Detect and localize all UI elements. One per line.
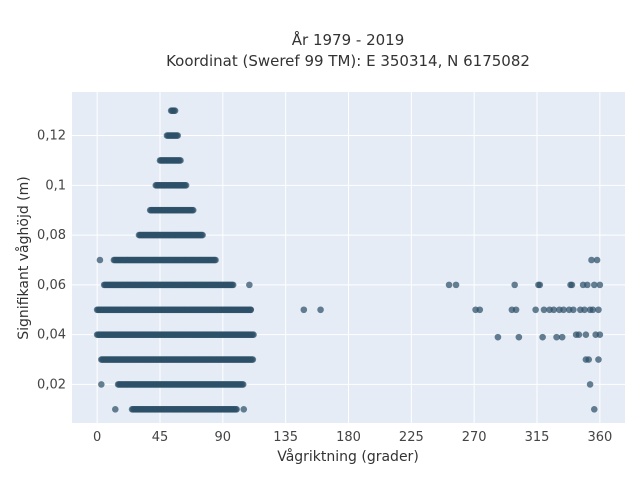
x-tick-label: 225 — [399, 430, 424, 445]
chart-subtitle: Koordinat (Sweref 99 TM): E 350314, N 61… — [166, 52, 530, 70]
data-point — [596, 331, 604, 338]
data-point — [445, 281, 453, 289]
y-axis-label: Signifikant våghöjd (m) — [15, 176, 32, 339]
data-point — [595, 306, 602, 314]
data-point — [539, 333, 546, 341]
x-tick-label: 135 — [273, 430, 298, 445]
y-tick-label: 0,02 — [37, 377, 66, 392]
data-point — [317, 306, 324, 314]
x-axis-label: Vågriktning (grader) — [277, 448, 419, 465]
data-point — [111, 406, 119, 413]
data-point — [558, 333, 566, 341]
data-point — [593, 256, 601, 264]
data-point — [189, 206, 197, 214]
y-axis-ticks: 0,02 0,04 0,06 0,08 0,1 0,12 — [37, 129, 66, 393]
x-tick-label: 90 — [215, 430, 232, 445]
data-point — [229, 281, 237, 289]
chart-title: År 1979 - 2019 — [292, 30, 405, 49]
data-point — [239, 381, 247, 388]
data-point — [240, 406, 248, 413]
data-point — [582, 331, 590, 338]
data-point — [250, 331, 257, 338]
y-tick-label: 0,1 — [45, 178, 66, 193]
x-tick-label: 315 — [525, 430, 550, 445]
x-tick-label: 0 — [93, 430, 101, 445]
data-point — [590, 406, 598, 413]
data-point — [560, 306, 567, 314]
x-tick-label: 45 — [152, 430, 169, 445]
data-point — [171, 107, 179, 114]
data-point — [96, 256, 104, 264]
data-point — [452, 281, 460, 289]
data-point — [536, 281, 544, 289]
x-tick-label: 180 — [336, 430, 361, 445]
data-point — [586, 381, 594, 388]
data-point — [575, 331, 583, 338]
data-point — [581, 306, 588, 314]
data-point — [300, 306, 308, 314]
data-point — [174, 132, 182, 139]
x-axis-ticks: 0 45 90 135 180 225 270 315 360 — [93, 430, 612, 445]
data-point — [212, 256, 219, 264]
data-point — [596, 281, 604, 289]
data-point — [199, 231, 206, 239]
data-point — [476, 306, 484, 314]
x-tick-label: 270 — [462, 430, 487, 445]
data-point — [595, 356, 602, 363]
data-point — [98, 381, 105, 388]
data-point — [246, 281, 253, 289]
grid-lines — [72, 92, 625, 423]
y-tick-label: 0,04 — [37, 328, 66, 343]
data-point — [590, 281, 598, 289]
data-point — [553, 333, 560, 341]
data-point — [588, 256, 595, 264]
data-point — [494, 333, 502, 341]
data-point — [582, 356, 590, 363]
data-point — [515, 333, 523, 341]
data-point — [249, 356, 257, 363]
data-point — [568, 281, 576, 289]
x-tick-label: 360 — [587, 430, 612, 445]
data-point — [247, 306, 255, 314]
data-point — [550, 306, 558, 314]
y-tick-label: 0,12 — [37, 129, 66, 144]
y-tick-label: 0,06 — [37, 278, 66, 293]
data-point — [589, 306, 597, 314]
data-point — [583, 281, 591, 289]
data-points — [93, 107, 604, 413]
y-tick-label: 0,08 — [37, 228, 66, 243]
data-point — [570, 306, 577, 314]
data-point — [512, 306, 520, 314]
data-point — [540, 306, 548, 314]
data-point — [532, 306, 539, 314]
data-point — [177, 157, 184, 164]
data-point — [182, 182, 190, 189]
data-point — [511, 281, 518, 289]
data-point — [233, 406, 240, 413]
